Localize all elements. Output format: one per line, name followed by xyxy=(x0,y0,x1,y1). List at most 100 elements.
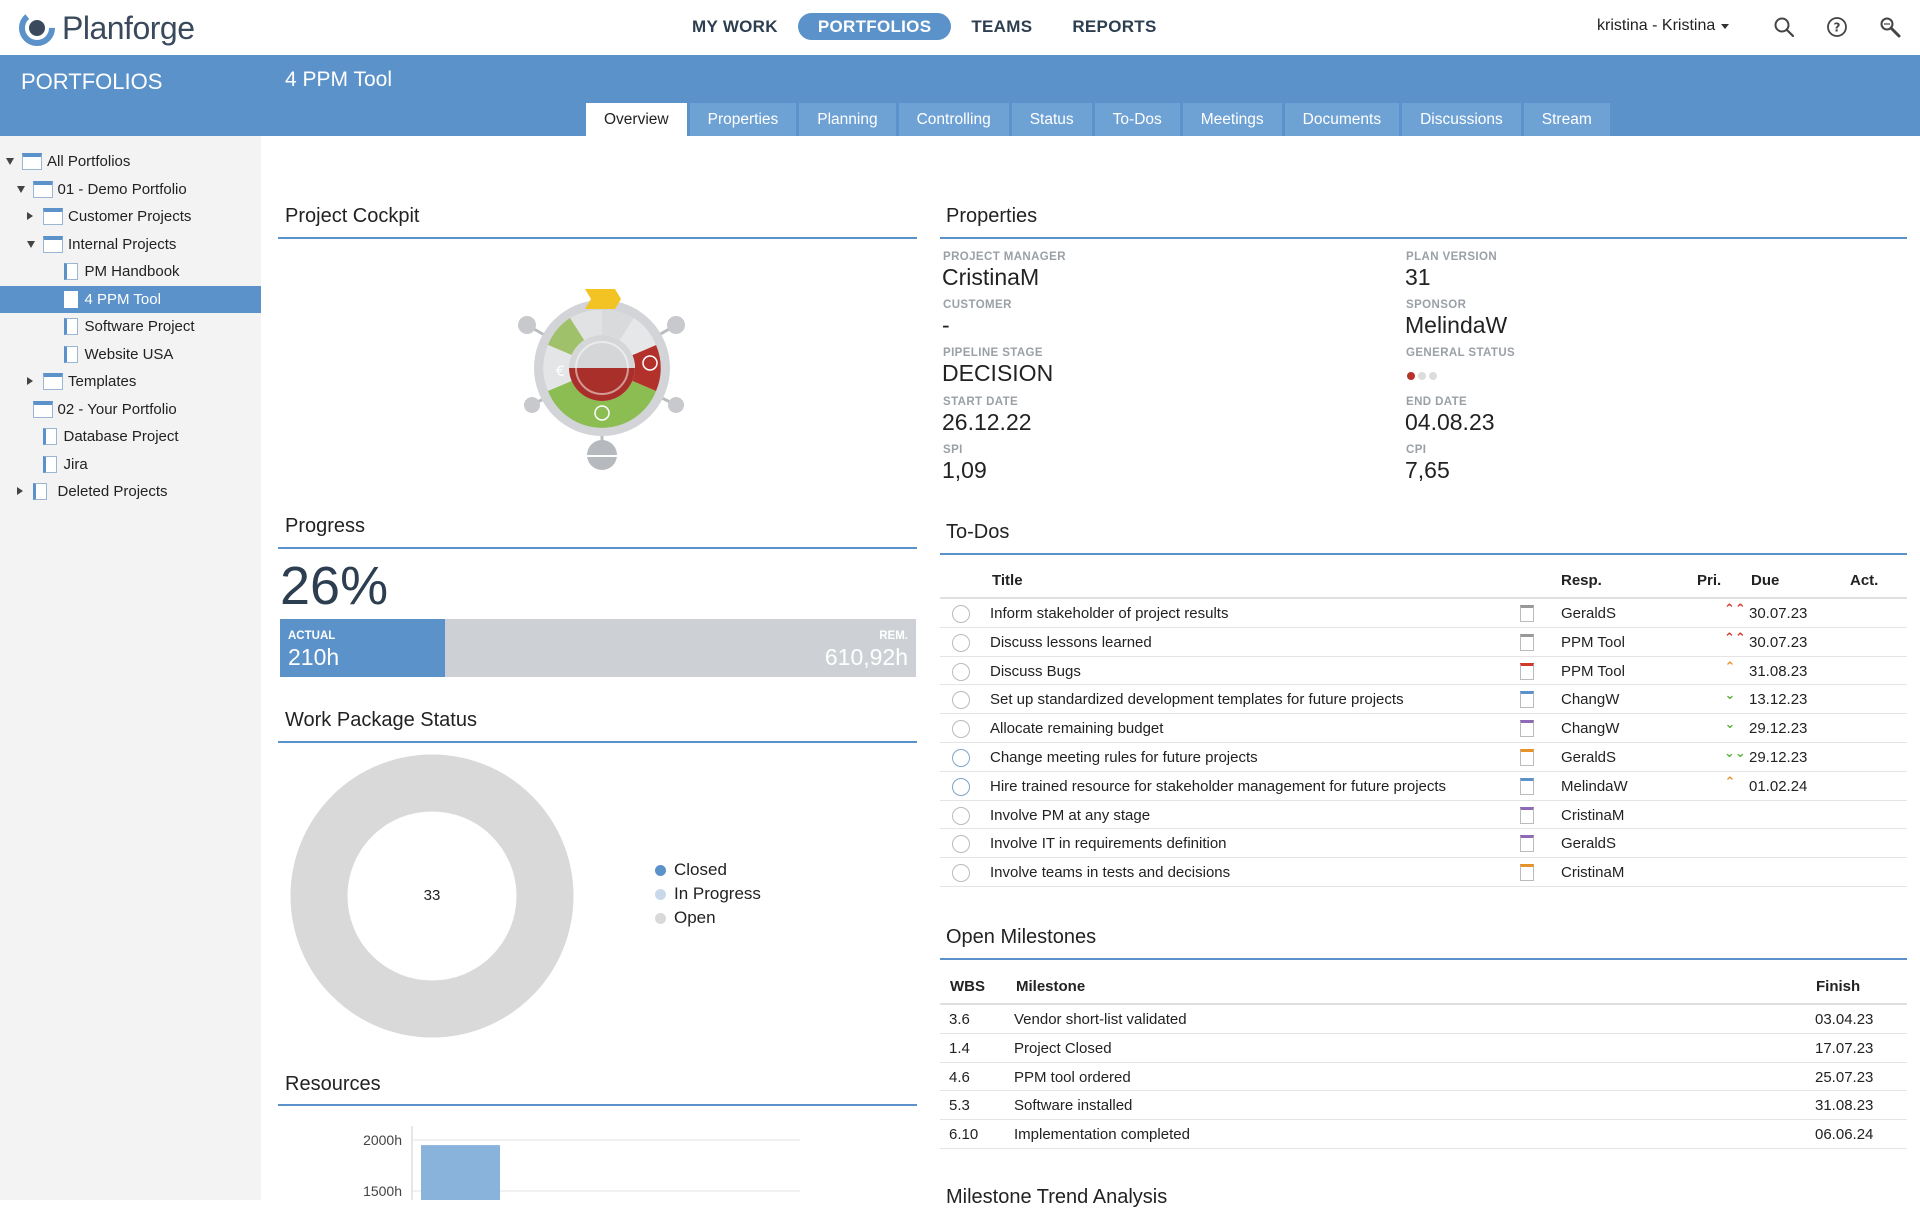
todo-title[interactable]: Inform stakeholder of project results xyxy=(990,605,1229,622)
planforge-logo-icon xyxy=(19,10,55,46)
tree-item-website-usa[interactable]: Website USA xyxy=(0,341,261,369)
tab-meetings[interactable]: Meetings xyxy=(1182,103,1282,136)
open-status-icon[interactable] xyxy=(952,720,970,739)
collapsed-triangle-icon[interactable] xyxy=(27,212,33,220)
tree-item-database-project[interactable]: Database Project xyxy=(0,423,261,451)
nav-teams[interactable]: TEAMS xyxy=(971,17,1033,36)
open-status-icon[interactable] xyxy=(952,691,970,710)
tab-planning[interactable]: Planning xyxy=(799,103,896,136)
todo-title[interactable]: Involve IT in requirements definition xyxy=(990,835,1227,853)
milestone-col-name[interactable]: Milestone xyxy=(1016,978,1086,995)
todo-col-resp[interactable]: Resp. xyxy=(1561,572,1602,589)
search-icon[interactable] xyxy=(1772,15,1796,39)
todo-title[interactable]: Discuss lessons learned xyxy=(990,633,1152,651)
expand-triangle-icon[interactable] xyxy=(16,185,25,193)
progress-bar: ACTUAL 210h REM. 610,92h xyxy=(280,619,916,677)
todo-title[interactable]: Involve teams in tests and decisions xyxy=(990,864,1231,882)
advanced-search-icon[interactable] xyxy=(1878,15,1902,39)
open-status-icon[interactable] xyxy=(952,633,970,652)
todo-row[interactable]: Change meeting rules for future projects… xyxy=(940,743,1907,772)
todo-row[interactable]: Involve PM at any stage CristinaM xyxy=(940,801,1907,830)
todo-row[interactable]: Allocate remaining budget ChangW ⌄ 29.12.23 xyxy=(940,714,1907,743)
expand-triangle-icon[interactable] xyxy=(6,158,14,165)
todo-title[interactable]: Discuss Bugs xyxy=(990,662,1081,680)
resource-bar xyxy=(421,1145,500,1200)
project-cockpit-graphic[interactable]: € xyxy=(510,283,695,473)
tree-item-software-project[interactable]: Software Project xyxy=(0,313,261,341)
project-icon xyxy=(63,318,78,335)
tree-item-01-demo-portfolio[interactable]: 01 - Demo Portfolio xyxy=(0,176,261,204)
open-status-icon[interactable] xyxy=(952,835,970,854)
open-status-icon[interactable] xyxy=(952,662,970,681)
milestone-trend-title: Milestone Trend Analysis xyxy=(946,1186,1168,1208)
tab-discussions[interactable]: Discussions xyxy=(1402,103,1521,136)
todo-col-priority[interactable]: Pri. xyxy=(1697,572,1722,589)
open-status-icon[interactable] xyxy=(952,605,970,623)
tree-item-customer-projects[interactable]: Customer Projects xyxy=(0,203,261,231)
todo-row[interactable]: Inform stakeholder of project results Ger… xyxy=(940,599,1907,628)
tree-item-pm-handbook[interactable]: PM Handbook xyxy=(0,258,261,286)
open-status-icon[interactable] xyxy=(952,806,970,825)
milestone-row[interactable]: 5.3 Software installed 31.08.23 xyxy=(940,1091,1907,1121)
tree-item-internal-projects[interactable]: Internal Projects xyxy=(0,231,261,259)
todo-title[interactable]: Involve PM at any stage xyxy=(990,806,1151,824)
todo-row[interactable]: Hire trained resource for stakeholder ma… xyxy=(940,772,1907,801)
tab-overview[interactable]: Overview xyxy=(586,103,687,136)
resources-chart: 2000h 1500h xyxy=(363,1126,800,1200)
milestone-name[interactable]: PPM tool ordered xyxy=(1014,1068,1131,1086)
milestone-name[interactable]: Project Closed xyxy=(1014,1039,1112,1057)
sponsor-label: SPONSOR xyxy=(1406,299,1467,311)
expand-triangle-icon[interactable] xyxy=(27,240,35,248)
tab-documents[interactable]: Documents xyxy=(1284,103,1400,136)
legend-item-open[interactable]: Open xyxy=(655,908,716,928)
todo-col-due[interactable]: Due xyxy=(1751,572,1780,589)
todo-row[interactable]: Discuss lessons learned PPM Tool ⌃⌃ 30.07.2… xyxy=(940,628,1907,657)
nav-portfolios[interactable]: PORTFOLIOS xyxy=(797,13,952,40)
wp-status-donut[interactable] xyxy=(290,754,574,1038)
legend-item-in-progress[interactable]: In Progress xyxy=(655,884,761,904)
tree-item-jira[interactable]: Jira xyxy=(0,451,261,479)
tree-item-templates[interactable]: Templates xyxy=(0,368,261,396)
nav-my-work[interactable]: MY WORK xyxy=(692,17,778,36)
todo-title[interactable]: Allocate remaining budget xyxy=(990,720,1164,738)
milestone-name[interactable]: Implementation completed xyxy=(1014,1126,1190,1144)
todo-col-act[interactable]: Act. xyxy=(1850,572,1879,589)
todo-row[interactable]: Set up standardized development template… xyxy=(940,685,1907,715)
main-navigation: MY WORK PORTFOLIOS TEAMS REPORTS xyxy=(672,13,1177,40)
planforge-logo[interactable]: Planforge xyxy=(18,8,195,48)
milestone-col-wbs[interactable]: WBS xyxy=(950,978,985,995)
todo-row[interactable]: Involve teams in tests and decisions Cris… xyxy=(940,858,1907,887)
milestone-row[interactable]: 1.4 Project Closed 17.07.23 xyxy=(940,1034,1907,1063)
todo-row[interactable]: Discuss Bugs PPM Tool ⌃ 31.08.23 xyxy=(940,657,1907,686)
tree-item-02-your-portfolio[interactable]: 02 - Your Portfolio xyxy=(0,396,261,424)
tab-controlling[interactable]: Controlling xyxy=(898,103,1009,136)
todo-row[interactable]: Involve IT in requirements definition Ger… xyxy=(940,829,1907,859)
todo-title[interactable]: Change meeting rules for future projects xyxy=(990,749,1258,766)
tree-item-deleted-projects[interactable]: Deleted Projects xyxy=(0,478,261,506)
milestone-name[interactable]: Vendor short-list validated xyxy=(1014,1011,1187,1028)
user-menu[interactable]: kristina - Kristina xyxy=(1597,17,1730,35)
in-progress-status-icon[interactable] xyxy=(952,777,970,796)
milestone-col-finish[interactable]: Finish xyxy=(1816,978,1861,995)
todo-col-title[interactable]: Title xyxy=(992,572,1023,589)
collapsed-triangle-icon[interactable] xyxy=(16,487,23,495)
tree-item-all-portfolios[interactable]: All Portfolios xyxy=(0,148,261,176)
open-status-icon[interactable] xyxy=(952,864,970,883)
collapsed-triangle-icon[interactable] xyxy=(27,377,33,385)
milestone-row[interactable]: 4.6 PPM tool ordered 25.07.23 xyxy=(940,1063,1907,1092)
tree-item-label: Jira xyxy=(63,455,88,473)
legend-item-closed[interactable]: Closed xyxy=(655,860,727,880)
tab-properties[interactable]: Properties xyxy=(689,103,797,136)
todo-title[interactable]: Hire trained resource for stakeholder ma… xyxy=(990,777,1447,795)
milestone-row[interactable]: 3.6 Vendor short-list validated 03.04.23 xyxy=(940,1005,1907,1034)
help-icon[interactable]: ? xyxy=(1825,15,1849,39)
milestone-name[interactable]: Software installed xyxy=(1014,1097,1133,1115)
tab-to-dos[interactable]: To-Dos xyxy=(1094,103,1180,136)
tab-status[interactable]: Status xyxy=(1011,103,1092,136)
tree-item-4-ppm-tool[interactable]: 4 PPM Tool xyxy=(0,285,261,313)
in-progress-status-icon[interactable] xyxy=(952,749,970,767)
nav-reports[interactable]: REPORTS xyxy=(1072,17,1157,36)
milestone-row[interactable]: 6.10 Implementation completed 06.06.24 xyxy=(940,1120,1907,1149)
todo-title[interactable]: Set up standardized development template… xyxy=(990,691,1404,709)
tab-stream[interactable]: Stream xyxy=(1523,103,1610,136)
